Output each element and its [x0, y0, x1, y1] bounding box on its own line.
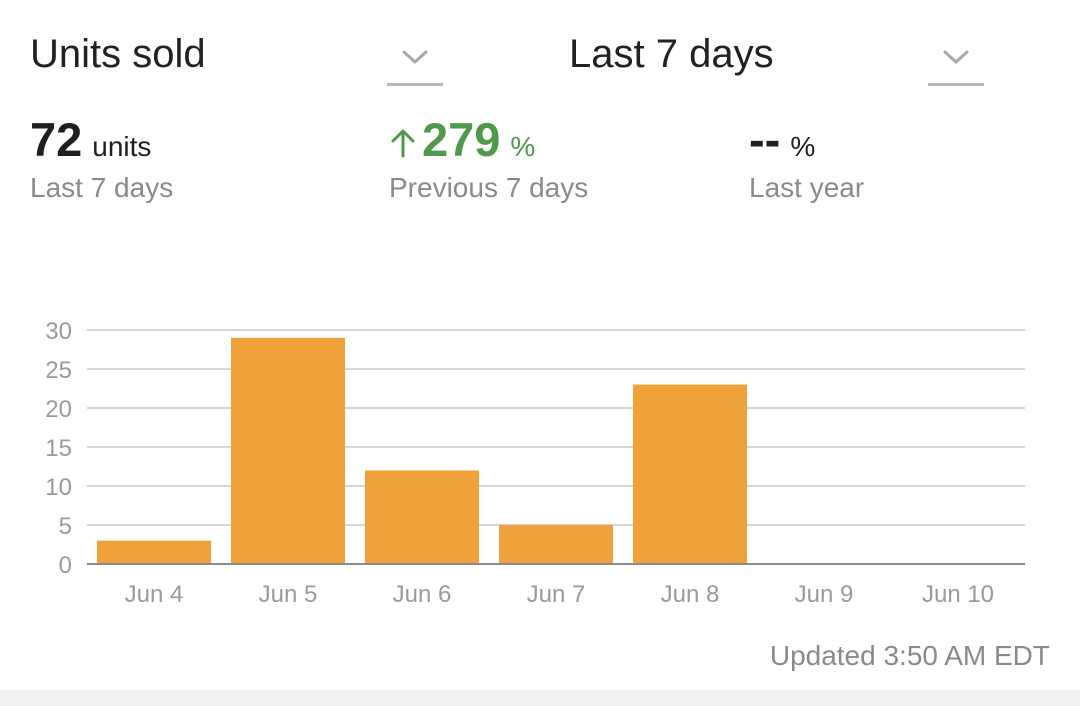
stat-current: 72 units: [30, 112, 151, 167]
bar-jun-5[interactable]: [231, 337, 345, 564]
stat-last-year-value: --: [749, 113, 781, 166]
footer-strip: [0, 690, 1080, 706]
y-tick-label: 10: [45, 474, 72, 501]
y-tick-label: 5: [59, 513, 72, 540]
x-tick-label: Jun 9: [795, 581, 854, 608]
stat-current-value: 72: [30, 113, 83, 166]
stat-current-caption: Last 7 days: [30, 172, 174, 203]
arrow-up-icon: [390, 128, 416, 163]
stat-last-year-unit: %: [790, 131, 816, 162]
stat-previous-value: 279: [422, 113, 501, 166]
x-tick-label: Jun 8: [661, 581, 720, 608]
y-tick-label: 15: [45, 435, 72, 462]
units-bar-chart: 0 5 10 15 20 25 30 Jun 4 Jun 5 Jun 6 Jun 7 Jun 8 Jun…: [45, 318, 1025, 608]
chevron-down-icon: [402, 50, 428, 64]
bar-jun-8[interactable]: [633, 384, 747, 564]
metric-selector-dropdown[interactable]: [387, 40, 443, 86]
y-tick-label: 25: [45, 357, 72, 384]
stat-previous-unit: %: [510, 131, 536, 162]
updated-timestamp: Updated 3:50 AM EDT: [769, 640, 1050, 671]
chevron-down-icon: [943, 50, 969, 64]
stat-previous: 279 %: [390, 112, 535, 167]
x-tick-label: Jun 5: [259, 581, 318, 608]
x-tick-label: Jun 10: [922, 581, 994, 608]
bar-jun-4[interactable]: [97, 540, 211, 564]
y-tick-label: 20: [45, 396, 72, 423]
stat-previous-caption: Previous 7 days: [389, 172, 589, 203]
range-selector-label[interactable]: Last 7 days: [569, 32, 774, 76]
y-tick-label: 0: [59, 552, 72, 579]
y-tick-label: 30: [45, 318, 72, 345]
range-selector-dropdown[interactable]: [928, 40, 984, 86]
x-tick-label: Jun 6: [393, 581, 452, 608]
bar-jun-6[interactable]: [365, 470, 479, 564]
x-tick-label: Jun 4: [125, 581, 184, 608]
x-tick-label: Jun 7: [527, 581, 586, 608]
stat-last-year: -- %: [749, 112, 815, 167]
stat-current-unit: units: [92, 131, 152, 162]
metric-selector-label[interactable]: Units sold: [30, 32, 206, 76]
stat-last-year-caption: Last year: [749, 172, 865, 203]
bar-jun-7[interactable]: [499, 525, 613, 564]
dropdown-underline: [387, 83, 443, 86]
dropdown-underline: [928, 83, 984, 86]
